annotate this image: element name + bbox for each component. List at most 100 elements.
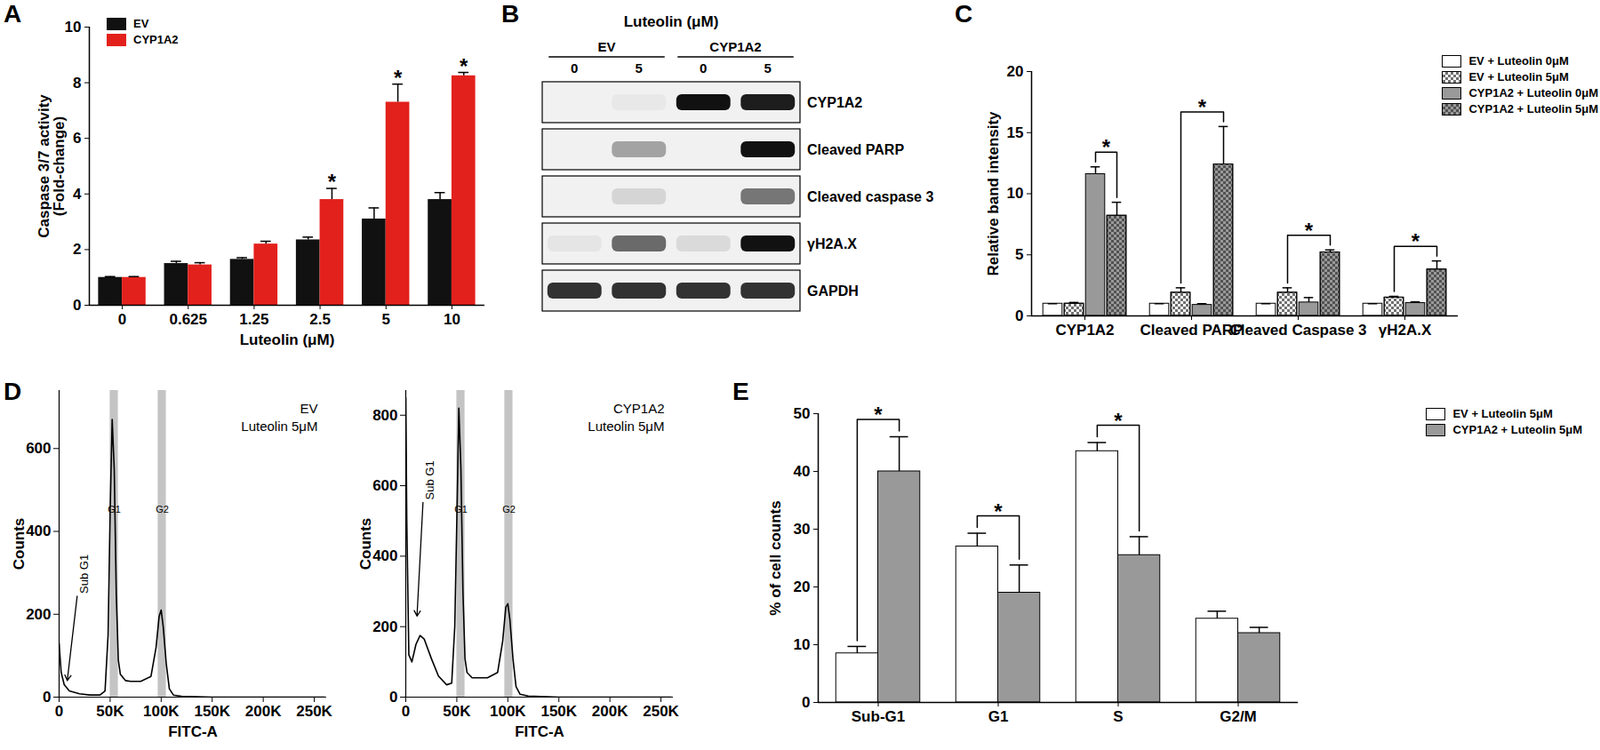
svg-text:50: 50 xyxy=(793,405,811,423)
svg-text:*: * xyxy=(1411,229,1421,254)
svg-text:10: 10 xyxy=(64,18,82,36)
html-text:EV + Luteolin 0μM: EV + Luteolin 0μM xyxy=(1468,54,1569,68)
svg-text:400: 400 xyxy=(25,522,51,540)
svg-text:Relative band intensity: Relative band intensity xyxy=(984,111,1002,277)
html-text:CYP1A2 + Luteolin 5μM: CYP1A2 + Luteolin 5μM xyxy=(1468,102,1599,116)
html-text:EV: EV xyxy=(133,16,149,31)
svg-text:250K: 250K xyxy=(642,703,680,720)
svg-text:200K: 200K xyxy=(245,703,282,720)
svg-text:0: 0 xyxy=(389,688,398,706)
svg-text:*: * xyxy=(873,402,883,427)
svg-text:50K: 50K xyxy=(96,703,125,720)
svg-text:100K: 100K xyxy=(143,703,180,720)
svg-text:Sub G1: Sub G1 xyxy=(423,460,437,500)
svg-text:5: 5 xyxy=(635,60,643,76)
svg-text:Counts: Counts xyxy=(357,518,375,571)
svg-text:Luteolin (μM): Luteolin (μM) xyxy=(240,331,336,349)
svg-text:4: 4 xyxy=(72,185,82,203)
svg-text:G1: G1 xyxy=(988,708,1009,726)
svg-text:800: 800 xyxy=(372,407,398,424)
svg-text:10: 10 xyxy=(793,636,811,654)
svg-text:10: 10 xyxy=(1007,184,1024,202)
html-text:CYP1A2 + Luteolin 0μM: CYP1A2 + Luteolin 0μM xyxy=(1468,86,1599,100)
svg-text:0: 0 xyxy=(801,694,810,712)
svg-text:FITC-A: FITC-A xyxy=(168,723,218,741)
svg-text:γH2A.X: γH2A.X xyxy=(807,236,857,252)
svg-text:GAPDH: GAPDH xyxy=(807,283,859,299)
svg-text:2.5: 2.5 xyxy=(309,311,331,328)
svg-text:1.25: 1.25 xyxy=(239,311,269,328)
svg-text:8: 8 xyxy=(72,74,81,92)
svg-text:200K: 200K xyxy=(592,703,629,720)
svg-text:5: 5 xyxy=(1015,246,1024,264)
svg-text:5: 5 xyxy=(764,60,772,76)
svg-text:250K: 250K xyxy=(296,703,333,720)
svg-text:0: 0 xyxy=(55,703,64,720)
svg-text:Cleaved PARP: Cleaved PARP xyxy=(807,142,904,158)
svg-text:20: 20 xyxy=(1007,63,1024,80)
html-text:C: C xyxy=(954,0,973,28)
svg-text:*: * xyxy=(1304,218,1314,243)
svg-text:600: 600 xyxy=(372,477,398,495)
svg-text:Luteolin (μM): Luteolin (μM) xyxy=(624,13,720,31)
svg-text:FITC-A: FITC-A xyxy=(514,723,565,741)
svg-text:*: * xyxy=(1102,135,1112,160)
svg-text:0: 0 xyxy=(401,703,410,720)
svg-text:200: 200 xyxy=(25,606,51,624)
svg-text:*: * xyxy=(393,65,403,90)
svg-text:0: 0 xyxy=(1015,307,1024,325)
html-text:D: D xyxy=(3,377,22,406)
html-text:EV + Luteolin 5μM: EV + Luteolin 5μM xyxy=(1468,70,1569,84)
svg-text:S: S xyxy=(1112,708,1123,726)
svg-text:Cleaved PARP: Cleaved PARP xyxy=(1140,321,1244,339)
svg-text:EV: EV xyxy=(597,39,616,55)
svg-text:40: 40 xyxy=(793,463,811,480)
svg-text:10: 10 xyxy=(443,311,461,328)
svg-text:200: 200 xyxy=(372,618,398,636)
html-text:EV + Luteolin 5μM: EV + Luteolin 5μM xyxy=(1452,407,1553,421)
svg-text:G2: G2 xyxy=(502,504,516,515)
svg-text:*: * xyxy=(1113,408,1123,433)
svg-text:Sub-G1: Sub-G1 xyxy=(851,708,905,726)
svg-text:*: * xyxy=(328,169,337,194)
svg-text:150K: 150K xyxy=(193,703,231,720)
svg-text:0: 0 xyxy=(118,311,127,328)
svg-text:G2: G2 xyxy=(155,504,169,515)
svg-text:G2/M: G2/M xyxy=(1219,708,1257,726)
svg-text:100K: 100K xyxy=(489,703,527,720)
svg-text:0: 0 xyxy=(699,60,707,76)
svg-text:2: 2 xyxy=(72,240,81,258)
svg-text:Cleaved Caspase 3: Cleaved Caspase 3 xyxy=(1229,321,1367,339)
svg-text:% of cell counts: % of cell counts xyxy=(767,500,784,616)
svg-text:600: 600 xyxy=(25,440,51,457)
svg-text:0: 0 xyxy=(42,688,51,706)
svg-text:*: * xyxy=(1198,95,1208,120)
svg-text:150K: 150K xyxy=(540,703,577,720)
svg-text:400: 400 xyxy=(372,547,398,565)
svg-text:30: 30 xyxy=(793,520,811,538)
svg-text:15: 15 xyxy=(1007,124,1024,142)
svg-text:Sub G1: Sub G1 xyxy=(77,554,91,594)
svg-text:50K: 50K xyxy=(442,703,472,720)
svg-text:Caspase 3/7 activity(Fold-chan: Caspase 3/7 activity(Fold-change) xyxy=(35,94,68,239)
svg-text:0: 0 xyxy=(570,60,578,76)
svg-text:Cleaved caspase 3: Cleaved caspase 3 xyxy=(807,189,934,205)
svg-text:20: 20 xyxy=(793,578,811,596)
svg-text:*: * xyxy=(993,499,1003,524)
svg-text:0.625: 0.625 xyxy=(168,311,208,328)
svg-text:5: 5 xyxy=(382,311,391,328)
html-text:E: E xyxy=(732,377,750,406)
svg-text:0: 0 xyxy=(72,296,81,314)
svg-text:CYP1A2: CYP1A2 xyxy=(807,95,863,111)
svg-text:EVLuteolin 5μM: EVLuteolin 5μM xyxy=(240,400,318,434)
svg-text:6: 6 xyxy=(72,129,81,147)
html-text:CYP1A2: CYP1A2 xyxy=(133,32,179,47)
svg-text:CYP1A2: CYP1A2 xyxy=(1055,321,1114,339)
html-text:B: B xyxy=(501,0,520,28)
svg-text:γH2A.X: γH2A.X xyxy=(1378,321,1432,339)
html-text:A: A xyxy=(3,0,22,28)
svg-text:CYP1A2Luteolin 5μM: CYP1A2Luteolin 5μM xyxy=(587,400,664,434)
svg-text:Counts: Counts xyxy=(10,518,28,571)
svg-text:CYP1A2: CYP1A2 xyxy=(709,39,761,55)
svg-text:*: * xyxy=(459,54,469,79)
